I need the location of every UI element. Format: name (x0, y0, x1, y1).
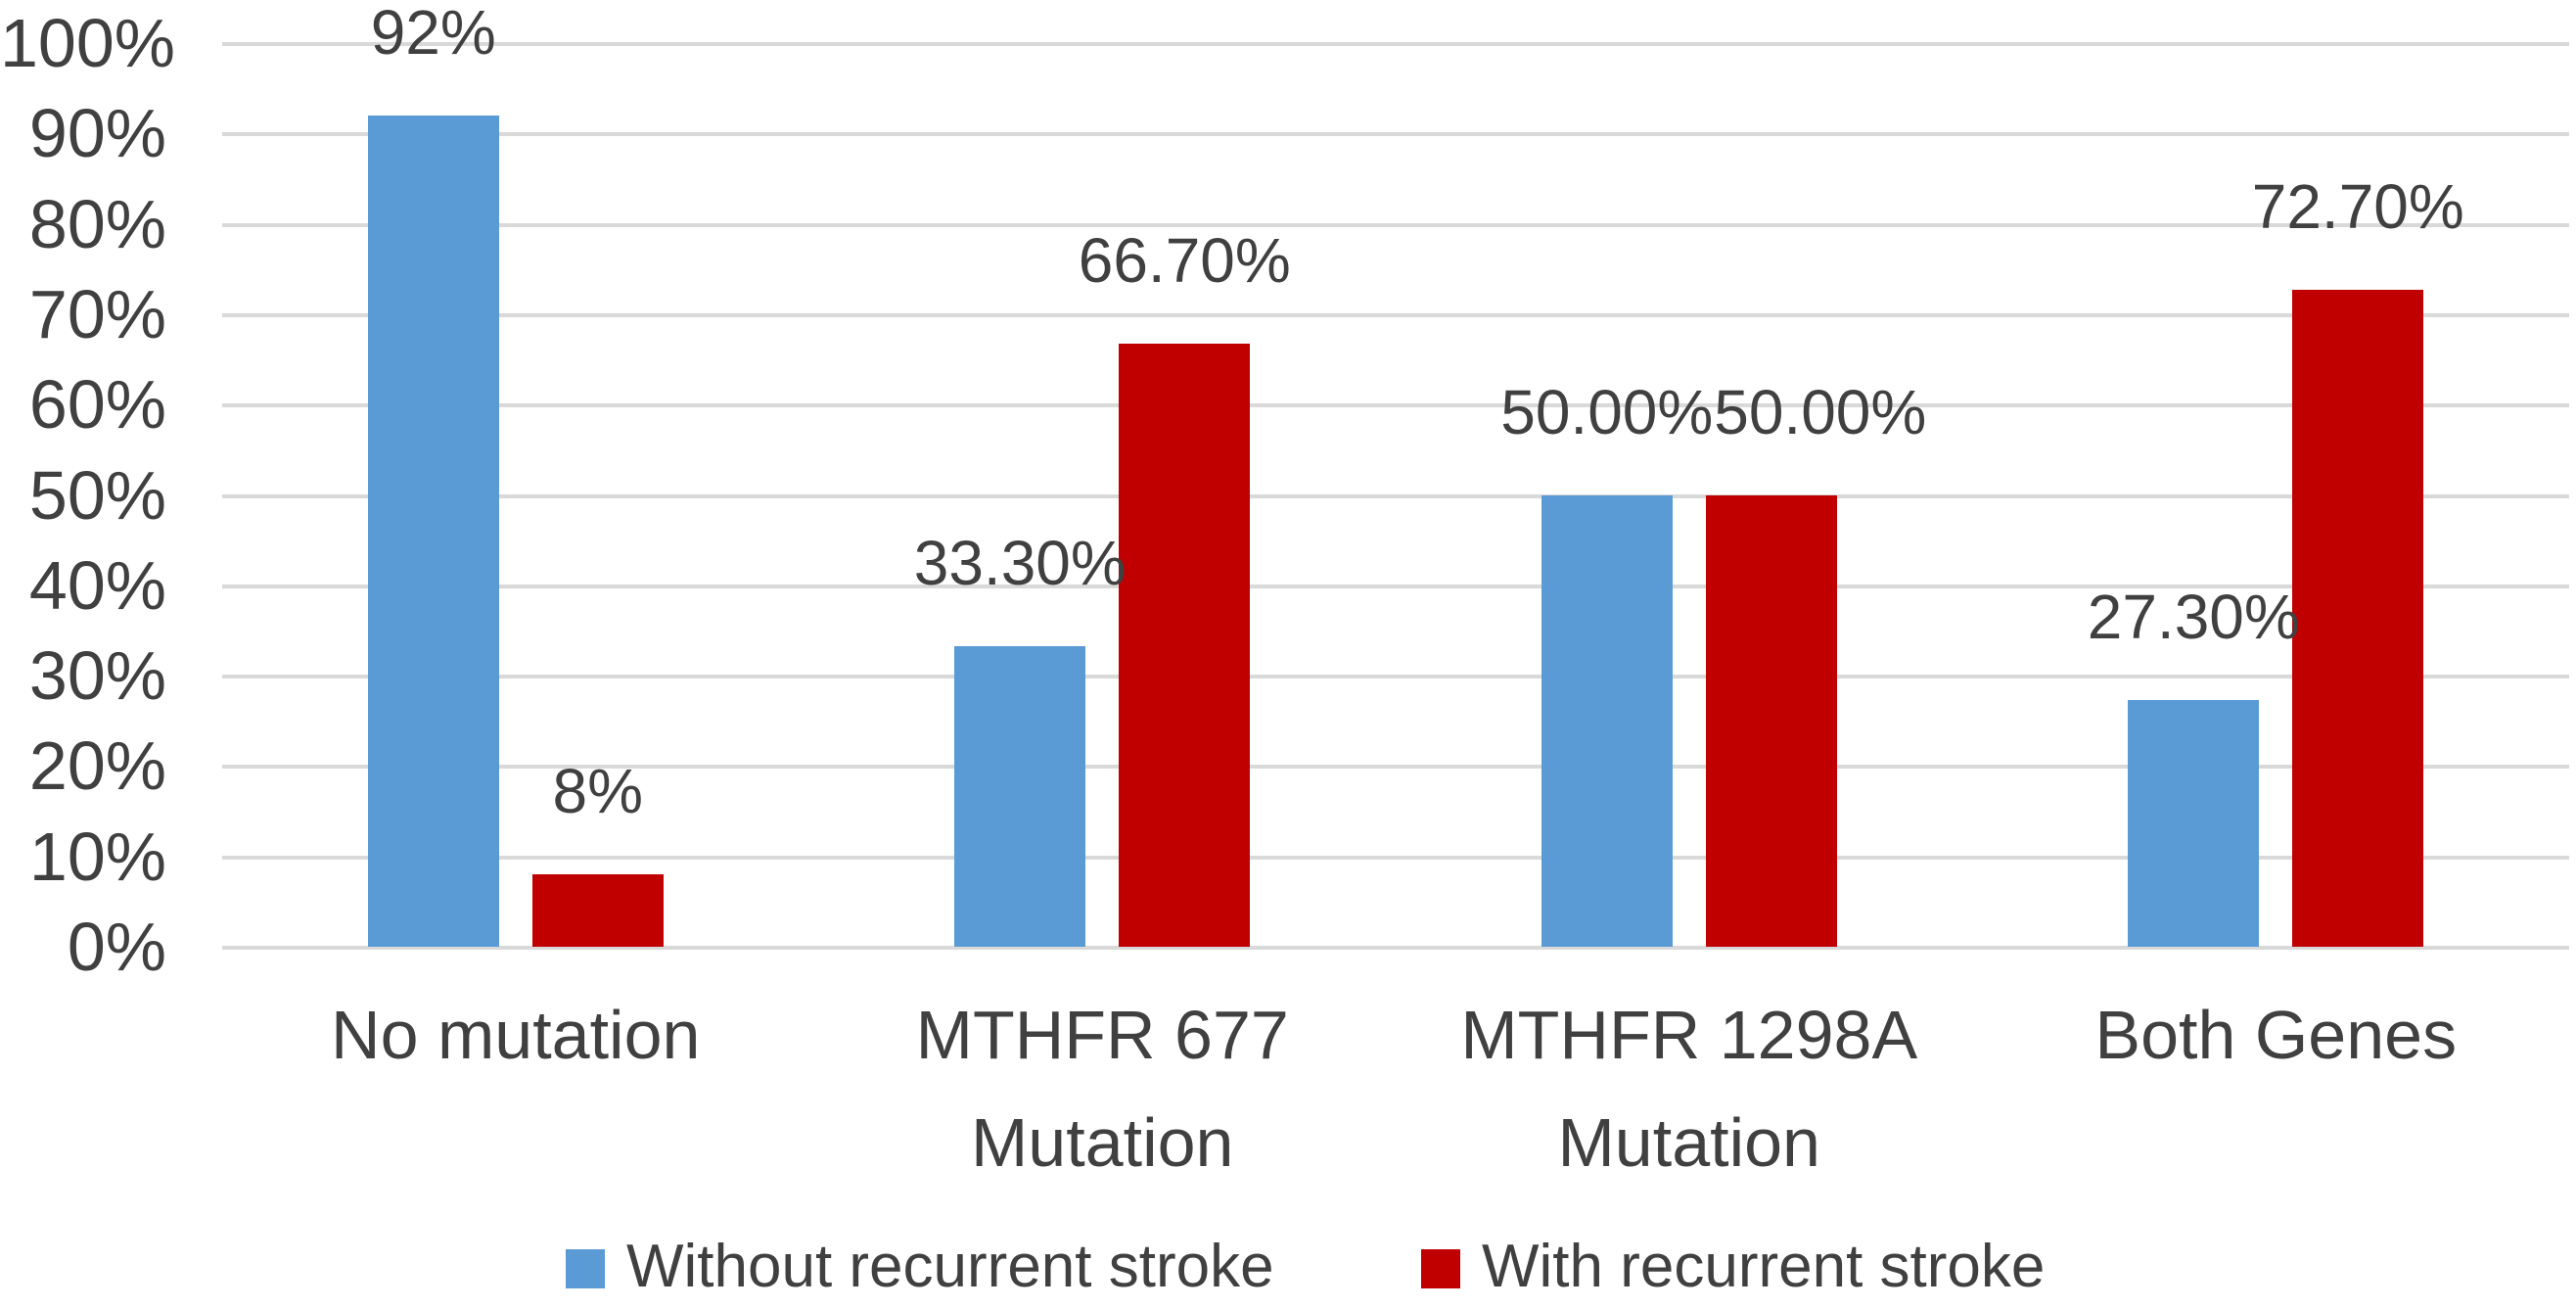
category-label-line: Mutation (971, 1104, 1234, 1181)
legend-label: Without recurrent stroke (626, 1233, 1274, 1300)
bar-without-stroke (954, 645, 1086, 947)
gridline (222, 312, 2569, 317)
data-label: 72.70% (2251, 170, 2464, 242)
y-axis-tick-label: 90% (28, 95, 166, 172)
y-axis-tick-label: 30% (28, 637, 166, 715)
data-label: 33.30% (913, 527, 1127, 598)
bar-without-stroke (2128, 700, 2260, 947)
legend-label: With recurrent stroke (1482, 1233, 2046, 1300)
category-label: MTHFR 677 Mutation (789, 981, 1415, 1196)
y-axis-tick-label: 100% (0, 5, 176, 81)
gridline (222, 855, 2569, 860)
category-label: No mutation (203, 981, 829, 1089)
data-label: 27.30% (2087, 582, 2300, 653)
category-label-line: MTHFR 1298A (1460, 997, 1918, 1073)
bar-without-stroke (1541, 494, 1673, 947)
gridline (222, 493, 2569, 498)
gridline (222, 765, 2569, 770)
gridline (222, 42, 2569, 46)
bar-with-stroke (1119, 344, 1251, 947)
category-label: Both Genes (1962, 981, 2576, 1089)
y-axis-tick-label: 10% (28, 818, 166, 895)
data-label: 50.00% (1500, 376, 1714, 447)
gridline (222, 584, 2569, 588)
gridline (222, 675, 2569, 679)
y-axis-tick-label: 20% (28, 727, 166, 805)
category-label-line: No mutation (331, 997, 701, 1073)
category-label: MTHFR 1298A Mutation (1376, 981, 2002, 1196)
data-label: 92% (370, 0, 496, 68)
category-label-line: Mutation (1557, 1104, 1820, 1181)
y-axis-tick-label: 40% (28, 546, 166, 624)
gridline (222, 132, 2569, 137)
data-label: 50.00% (1714, 376, 1927, 447)
gridline (222, 222, 2569, 227)
y-axis-tick-label: 70% (28, 275, 166, 352)
data-label: 8% (552, 756, 644, 827)
data-label: 66.70% (1078, 225, 1291, 297)
legend-swatch-without-stroke (566, 1249, 605, 1288)
bar-without-stroke (367, 115, 499, 947)
legend-swatch-with-stroke (1421, 1249, 1460, 1288)
category-label-line: MTHFR 677 (915, 997, 1289, 1073)
y-axis-tick-label: 60% (28, 366, 166, 444)
gridline (222, 946, 2569, 950)
bar-with-stroke (1705, 494, 1837, 947)
bar-with-stroke (531, 874, 664, 947)
y-axis-tick-label: 0% (67, 909, 166, 985)
gridline (222, 403, 2569, 408)
category-label-line: Both Genes (2094, 997, 2458, 1073)
y-axis-tick-label: 80% (28, 185, 166, 262)
bar-with-stroke (2292, 289, 2424, 947)
y-axis-tick-label: 50% (28, 456, 166, 534)
